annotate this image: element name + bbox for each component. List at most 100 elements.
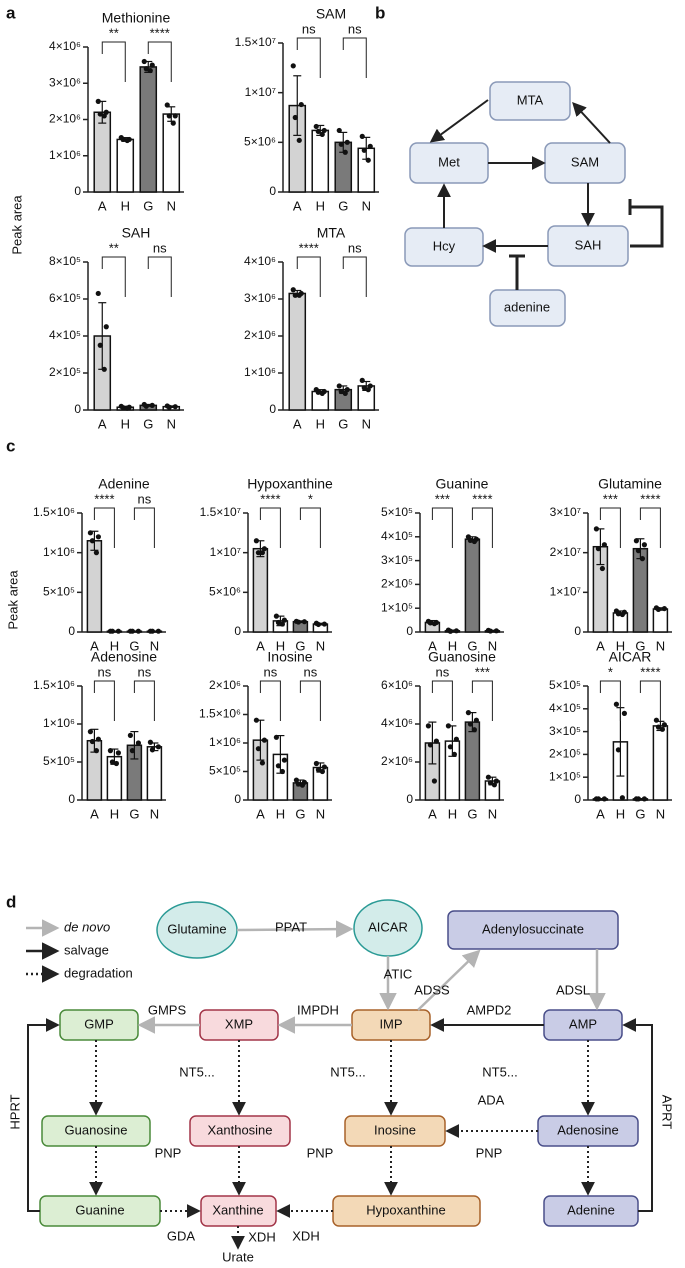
data-point — [361, 147, 367, 153]
data-point — [593, 526, 600, 532]
data-point — [659, 726, 666, 732]
x-tick-label: A — [596, 638, 605, 653]
data-point — [273, 734, 279, 740]
arrow — [572, 101, 611, 144]
data-point — [655, 724, 662, 730]
x-tick-label: G — [467, 806, 477, 821]
data-point — [93, 550, 99, 556]
edge-label: PNP — [476, 1145, 503, 1160]
x-tick-label: H — [448, 638, 457, 653]
data-point — [149, 402, 155, 408]
data-point — [433, 738, 439, 744]
significance-bracket — [101, 41, 126, 82]
x-tick-label: A — [98, 416, 107, 431]
node-label: Glutamine — [167, 921, 226, 936]
y-tick-label: 5×10⁵ — [209, 764, 241, 778]
y-tick-label: 1×10⁶ — [49, 148, 81, 162]
y-tick-label: 1×10⁵ — [381, 600, 413, 614]
significance-label: ns — [153, 240, 167, 255]
chart-title: Inosine — [267, 649, 312, 665]
data-point — [293, 777, 299, 783]
node-label: MTA — [517, 92, 544, 107]
data-point — [491, 782, 497, 788]
bar — [632, 547, 649, 633]
y-tick-label: 5×10⁶ — [244, 135, 276, 149]
data-point — [473, 717, 479, 723]
data-point — [273, 613, 279, 619]
data-point — [143, 403, 149, 409]
data-point — [166, 113, 172, 119]
node-label: SAH — [575, 237, 602, 252]
y-tick-label: 0 — [269, 402, 276, 416]
data-point — [619, 795, 626, 801]
data-point — [447, 628, 453, 634]
significance-label: *** — [435, 491, 450, 506]
diagram-b-labels: MTA Met SAM Hcy SAH adenine — [433, 92, 602, 314]
data-point — [87, 729, 93, 735]
x-tick-label: A — [90, 806, 99, 821]
y-tick-label: 2×10⁶ — [209, 678, 241, 692]
x-tick-label: H — [316, 416, 325, 431]
y-tick-label: 2×10⁷ — [550, 545, 581, 559]
data-point — [253, 538, 259, 544]
data-point — [342, 149, 348, 155]
significance-label: **** — [640, 664, 660, 679]
data-point — [124, 137, 130, 144]
data-point — [95, 98, 101, 104]
significance-label: ns — [302, 21, 316, 36]
x-tick-label: N — [316, 806, 325, 821]
data-point — [97, 342, 103, 348]
node-label: Met — [438, 154, 460, 169]
y-tick-label: 1.5×10⁶ — [199, 707, 241, 721]
x-tick-label: N — [150, 806, 159, 821]
data-point — [471, 727, 477, 733]
node-label: AICAR — [368, 919, 408, 934]
node — [447, 910, 619, 950]
y-tick-label: 4×10⁶ — [49, 39, 81, 53]
significance-bracket — [296, 256, 321, 297]
data-point — [124, 405, 130, 411]
significance-bracket — [299, 507, 321, 548]
y-tick-label: 0 — [74, 184, 81, 198]
data-point — [315, 767, 321, 773]
significance-label: ns — [348, 21, 362, 36]
data-point — [135, 628, 141, 634]
data-point — [147, 67, 153, 74]
x-tick-label: H — [276, 806, 285, 821]
y-tick-label: 4×10⁵ — [549, 701, 581, 715]
chart-title: SAM — [316, 6, 346, 22]
bar — [311, 129, 330, 193]
data-point — [319, 131, 325, 137]
data-point — [255, 550, 261, 556]
chart-title: SAH — [122, 225, 151, 241]
y-tick-label: 3×10⁵ — [381, 553, 413, 567]
data-point — [655, 606, 662, 612]
data-point — [101, 113, 107, 119]
x-tick-label: H — [110, 806, 119, 821]
data-point — [319, 390, 325, 396]
significance-bracket — [101, 256, 126, 297]
data-point — [143, 66, 149, 72]
data-point — [661, 605, 668, 612]
data-point — [115, 750, 121, 756]
data-point — [615, 747, 622, 753]
significance-bracket — [431, 507, 453, 548]
data-point — [487, 780, 493, 786]
edge-label: ADA — [478, 1092, 505, 1107]
data-point — [427, 620, 433, 626]
significance-bracket — [296, 37, 321, 78]
x-tick-label: G — [143, 416, 153, 431]
diagram-d-node-labels: Glutamine AICAR Adenylosuccinate GMP XMP… — [65, 919, 619, 1264]
data-point — [296, 137, 302, 143]
data-point — [641, 796, 648, 802]
edge-label: XDH — [248, 1229, 275, 1244]
bar — [116, 138, 135, 193]
arrow — [236, 920, 354, 938]
data-point — [336, 383, 342, 389]
significance-label: ** — [109, 240, 119, 255]
significance-label: * — [308, 491, 313, 506]
data-point — [599, 565, 606, 572]
x-tick-label: H — [316, 198, 325, 213]
significance-label: **** — [640, 491, 660, 506]
